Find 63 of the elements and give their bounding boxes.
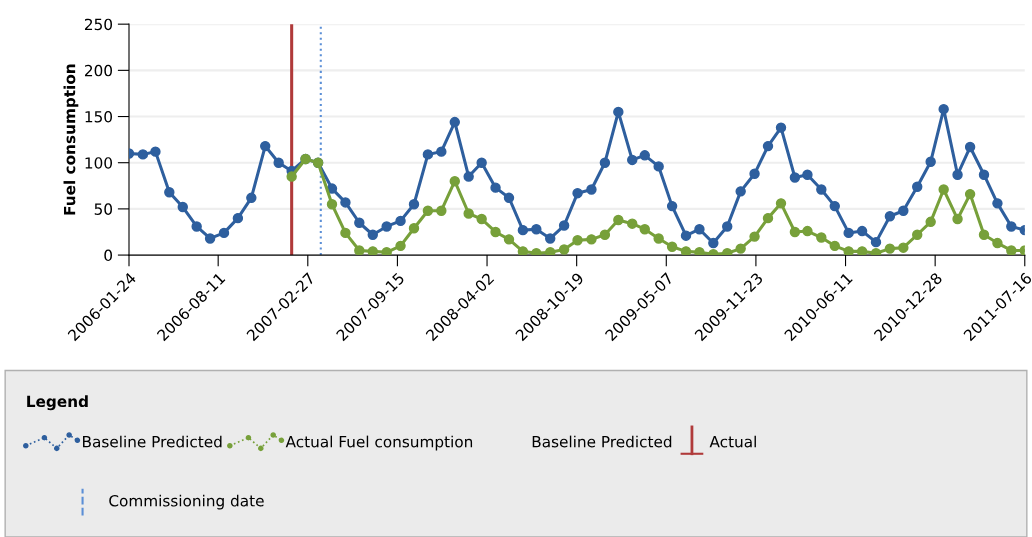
legend-label: Actual bbox=[709, 435, 756, 448]
point bbox=[925, 216, 936, 228]
point bbox=[898, 242, 909, 253]
point bbox=[639, 224, 650, 235]
point bbox=[829, 240, 840, 252]
point bbox=[680, 246, 692, 256]
point bbox=[408, 223, 420, 234]
point bbox=[992, 237, 1003, 249]
point bbox=[978, 229, 990, 240]
legend-label: Actual Fuel consumption bbox=[285, 435, 473, 451]
y-tick-label: 200 bbox=[84, 64, 113, 77]
point bbox=[490, 226, 501, 238]
point bbox=[340, 227, 351, 239]
y-tick-label: 150 bbox=[85, 110, 113, 123]
point bbox=[653, 233, 664, 244]
point bbox=[856, 246, 868, 256]
point bbox=[436, 205, 447, 216]
point bbox=[545, 247, 556, 256]
point bbox=[286, 171, 297, 182]
point bbox=[326, 199, 338, 210]
point bbox=[395, 240, 406, 252]
point bbox=[938, 184, 949, 195]
y-tick-label: 100 bbox=[85, 157, 113, 169]
point bbox=[627, 218, 638, 229]
legend-label: Commissioning date bbox=[109, 494, 264, 510]
point bbox=[1006, 245, 1017, 256]
y-axis-title: Fuel consumption bbox=[63, 64, 79, 215]
point bbox=[694, 247, 705, 256]
y-tick-label: 0 bbox=[104, 249, 113, 262]
point bbox=[503, 234, 515, 245]
point bbox=[749, 231, 760, 242]
point bbox=[531, 248, 542, 256]
point bbox=[381, 247, 392, 256]
point bbox=[422, 205, 434, 216]
text: Baseline Predicted bbox=[532, 435, 672, 448]
point bbox=[463, 208, 474, 219]
y-tick-label: 250 bbox=[84, 18, 113, 31]
legend-label: Baseline Predicted bbox=[83, 435, 222, 448]
point bbox=[558, 244, 570, 255]
point bbox=[964, 188, 976, 200]
point bbox=[354, 245, 365, 256]
point bbox=[775, 198, 787, 209]
y-tick-label: 50 bbox=[94, 203, 113, 215]
point bbox=[476, 213, 487, 225]
point bbox=[789, 226, 801, 238]
point bbox=[586, 234, 597, 245]
point bbox=[843, 246, 854, 256]
point bbox=[762, 212, 774, 224]
point bbox=[517, 246, 529, 256]
point bbox=[367, 246, 378, 256]
point bbox=[449, 175, 460, 187]
point bbox=[599, 229, 611, 240]
legend-title: Legend bbox=[27, 395, 88, 411]
point bbox=[722, 248, 733, 256]
point bbox=[666, 241, 678, 252]
point bbox=[572, 235, 583, 246]
point bbox=[735, 243, 746, 254]
point bbox=[912, 229, 923, 240]
point bbox=[952, 213, 963, 225]
point bbox=[613, 214, 624, 226]
point bbox=[802, 225, 813, 237]
point bbox=[884, 243, 896, 254]
point bbox=[816, 232, 827, 243]
